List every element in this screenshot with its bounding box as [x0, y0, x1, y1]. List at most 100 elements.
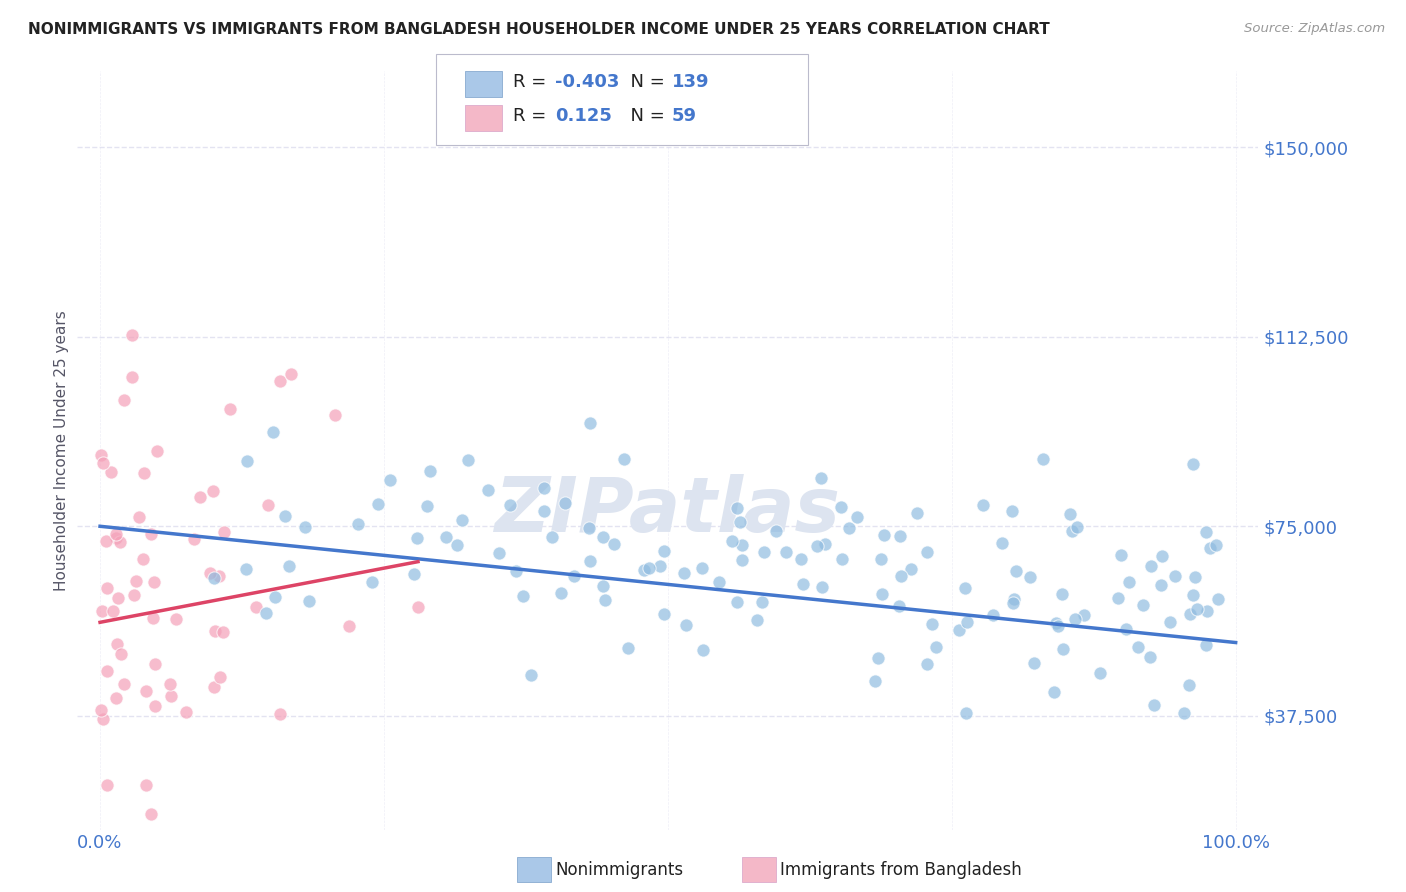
Point	[1064, 612, 1087, 626]
Point	[613, 452, 636, 467]
Point	[813, 537, 835, 551]
Text: R =: R =	[513, 73, 553, 91]
Point	[1177, 678, 1199, 692]
Point	[905, 507, 928, 521]
Point	[1206, 592, 1229, 607]
Point	[650, 558, 672, 573]
Point	[579, 554, 602, 568]
Point	[100, 465, 122, 479]
Point	[810, 580, 832, 594]
Point	[419, 464, 441, 478]
Point	[790, 551, 813, 566]
Text: N =: N =	[619, 107, 671, 125]
Point	[446, 538, 468, 552]
Point	[731, 553, 754, 567]
Point	[900, 562, 922, 576]
Point	[1118, 574, 1140, 589]
Point	[121, 327, 143, 342]
Point	[416, 500, 439, 514]
Text: 139: 139	[672, 73, 710, 91]
Point	[105, 637, 128, 651]
Point	[830, 500, 852, 515]
Point	[208, 670, 231, 684]
Point	[1128, 640, 1150, 654]
Point	[183, 532, 205, 546]
Point	[956, 615, 979, 629]
Point	[269, 707, 291, 722]
Point	[91, 604, 114, 618]
Point	[806, 539, 828, 553]
Point	[579, 416, 602, 430]
Text: -0.403: -0.403	[555, 73, 620, 91]
Point	[541, 531, 564, 545]
Point	[890, 568, 912, 582]
Point	[457, 452, 479, 467]
Point	[361, 574, 384, 589]
Point	[721, 533, 744, 548]
Point	[1052, 641, 1074, 656]
Point	[1195, 638, 1218, 652]
Point	[202, 681, 225, 695]
Point	[143, 574, 166, 589]
Point	[298, 594, 321, 608]
Point	[1195, 524, 1218, 539]
Point	[274, 509, 297, 524]
Point	[104, 527, 127, 541]
Point	[1050, 586, 1073, 600]
Point	[948, 623, 970, 637]
Point	[135, 778, 157, 792]
Point	[236, 454, 259, 468]
Point	[139, 526, 162, 541]
Point	[846, 510, 869, 524]
Point	[692, 560, 714, 574]
Point	[91, 712, 114, 726]
Point	[1132, 598, 1154, 612]
Point	[792, 576, 814, 591]
Point	[208, 569, 231, 583]
Point	[955, 706, 977, 721]
Text: Source: ZipAtlas.com: Source: ZipAtlas.com	[1244, 22, 1385, 36]
Point	[1143, 698, 1166, 712]
Point	[211, 625, 233, 640]
Point	[202, 571, 225, 585]
Point	[603, 537, 626, 551]
Point	[1090, 665, 1112, 680]
Point	[972, 498, 994, 512]
Point	[94, 534, 117, 549]
Point	[638, 561, 661, 575]
Text: Nonimmigrants: Nonimmigrants	[555, 861, 683, 879]
Text: ZIPatlas: ZIPatlas	[495, 475, 841, 548]
Point	[125, 574, 148, 588]
Point	[1184, 570, 1206, 584]
Point	[775, 544, 797, 558]
Point	[204, 624, 226, 639]
Point	[1164, 568, 1187, 582]
Point	[1046, 619, 1069, 633]
Point	[1159, 615, 1181, 629]
Point	[294, 520, 316, 534]
Point	[263, 425, 285, 439]
Point	[112, 677, 135, 691]
Point	[870, 552, 893, 566]
Point	[124, 588, 146, 602]
Point	[593, 593, 616, 607]
Point	[870, 586, 893, 600]
Point	[863, 673, 886, 688]
Point	[831, 551, 853, 566]
Point	[254, 606, 277, 620]
Text: 59: 59	[672, 107, 697, 125]
Point	[592, 530, 614, 544]
Point	[652, 544, 675, 558]
Point	[1185, 602, 1208, 616]
Point	[105, 690, 128, 705]
Point	[378, 474, 401, 488]
Point	[512, 589, 534, 603]
Point	[1115, 622, 1137, 636]
Point	[132, 552, 155, 566]
Point	[477, 483, 499, 497]
Point	[404, 567, 426, 582]
Point	[142, 611, 165, 625]
Point	[112, 393, 135, 408]
Point	[872, 528, 894, 542]
Point	[1073, 607, 1095, 622]
